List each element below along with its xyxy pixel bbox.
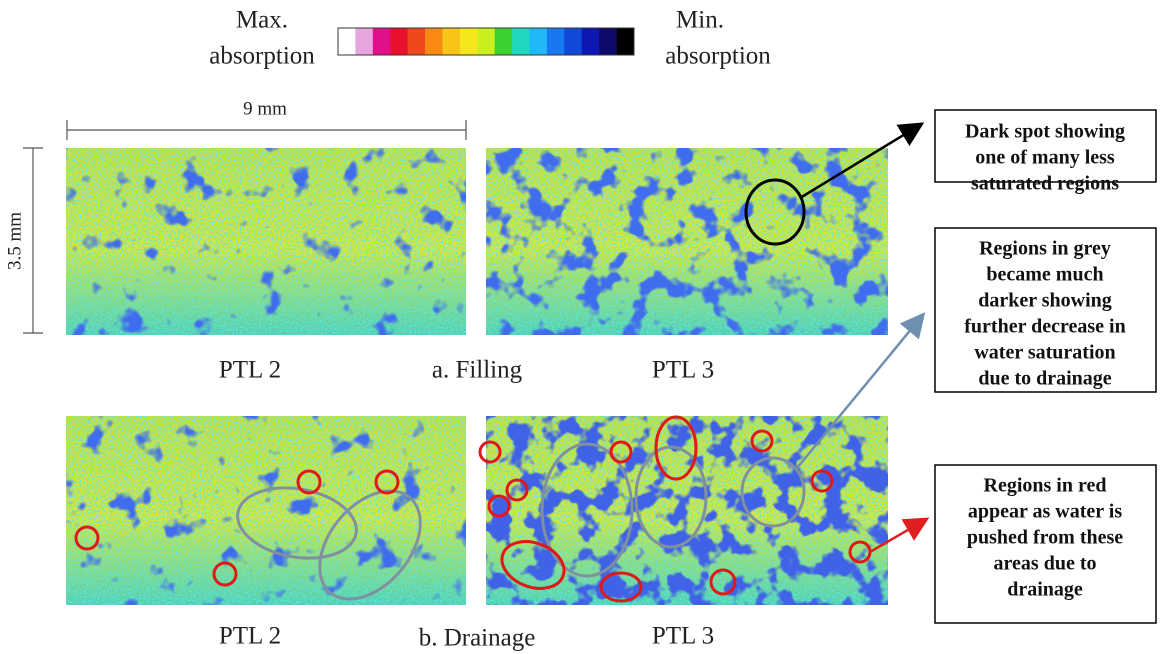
panel-label: PTL 3 <box>652 623 714 650</box>
annotation-line: saturated regions <box>971 173 1119 195</box>
colorbar-label: absorption <box>209 43 315 70</box>
annotation-line: Regions in red <box>984 475 1107 497</box>
colorbar-swatch <box>338 28 356 55</box>
annotation-line: due to drainage <box>978 368 1111 390</box>
annotation-line: areas due to <box>994 553 1097 575</box>
colorbar-swatch <box>355 28 374 55</box>
colorbar-swatch <box>459 28 478 55</box>
colorbar-swatch <box>494 28 513 55</box>
colorbar-swatch <box>599 28 617 55</box>
scale-bar <box>23 120 467 334</box>
row-caption: a. Filling <box>432 357 523 384</box>
image-panels <box>66 148 888 605</box>
colorbar-label: Min. <box>676 7 724 34</box>
annotation-line: one of many less <box>975 147 1115 169</box>
annotation-boxes <box>934 109 1157 624</box>
colorbar-swatch <box>372 28 391 55</box>
row-caption: b. Drainage <box>419 625 536 652</box>
colorbar-swatch <box>581 28 600 55</box>
colorbar-label: absorption <box>665 43 771 70</box>
panel-label: PTL 2 <box>219 623 281 650</box>
colorbar-swatch <box>390 28 408 55</box>
annotations: Dark spot showing one of many less saturat… <box>964 121 1125 601</box>
region-markers <box>74 178 872 603</box>
colorbar-swatch <box>529 28 548 55</box>
annotation-line: Dark spot showing <box>965 121 1125 143</box>
colorbar-swatch <box>425 28 443 55</box>
colorbar <box>337 27 635 56</box>
annotation-line: appear as water is <box>968 501 1122 523</box>
colorbar-swatch <box>407 28 426 55</box>
colorbar-swatch <box>477 28 496 55</box>
annotation-line: further decrease in <box>964 316 1125 338</box>
colorbar-frame <box>337 27 635 56</box>
colorbar-swatch <box>442 28 461 55</box>
panel-label: PTL 3 <box>652 357 714 384</box>
annotation-line: water saturation <box>974 342 1115 364</box>
colorbar-swatch <box>512 28 530 55</box>
colorbar-label: Max. <box>236 7 288 34</box>
panel-label: PTL 2 <box>219 357 281 384</box>
scale-label: 9 mm <box>243 98 287 119</box>
arrows <box>796 122 930 554</box>
colorbar-swatch <box>564 28 583 55</box>
annotation-line: darker showing <box>978 290 1112 312</box>
annotation-line: Regions in grey <box>979 238 1111 260</box>
scale-label: 3.5 mm <box>4 212 25 270</box>
colorbar-swatch <box>616 28 635 55</box>
annotation-line: drainage <box>1007 579 1083 601</box>
colorbar-swatch <box>546 28 565 55</box>
annotation-line: pushed from these <box>967 527 1123 549</box>
annotation-line: became much <box>986 264 1103 286</box>
